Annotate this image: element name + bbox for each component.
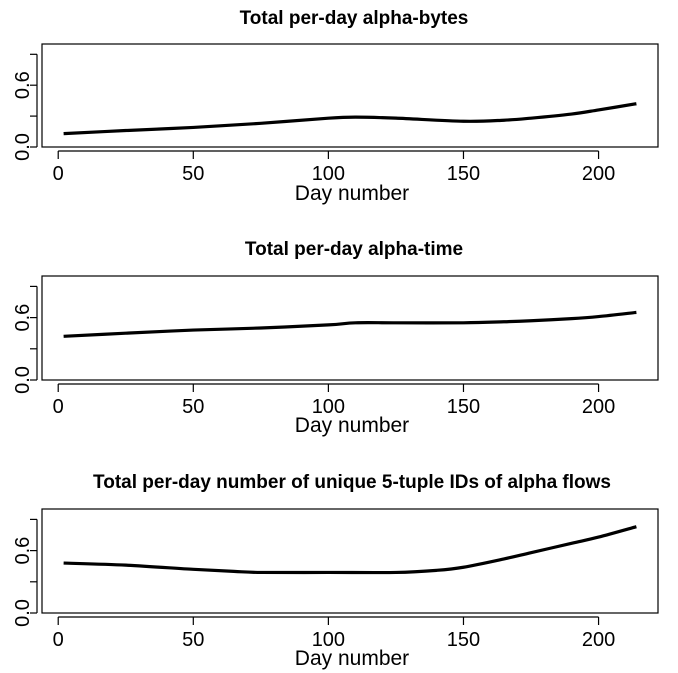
x-axis-label: Day number bbox=[295, 414, 409, 437]
y-tick-label: 0.6 bbox=[12, 537, 34, 565]
x-tick-label: 50 bbox=[182, 629, 204, 651]
x-tick-label: 0 bbox=[53, 396, 64, 418]
series-line bbox=[63, 102, 637, 136]
plot-frame bbox=[41, 43, 659, 148]
x-tick-label: 200 bbox=[582, 629, 615, 651]
panel-alpha-bytes: Total per-day alpha-bytes 0 50 100 150 200 0.… bbox=[12, 8, 659, 205]
x-tick-label: 0 bbox=[53, 163, 64, 185]
x-tick-label: 100 bbox=[312, 163, 345, 185]
x-tick-label: 200 bbox=[582, 163, 615, 185]
x-axis-label: Day number bbox=[295, 182, 409, 205]
series-line bbox=[63, 310, 637, 338]
series-line bbox=[63, 525, 637, 575]
chart-title: Total per-day alpha-time bbox=[245, 239, 463, 260]
y-tick-label: 0.6 bbox=[12, 304, 34, 332]
x-tick-label: 150 bbox=[447, 163, 480, 185]
y-tick-label: 0.6 bbox=[12, 71, 34, 99]
x-tick-label: 150 bbox=[447, 629, 480, 651]
x-tick-label: 50 bbox=[182, 396, 204, 418]
y-tick-label: 0.0 bbox=[12, 599, 34, 627]
x-tick-label: 100 bbox=[312, 629, 345, 651]
x-tick-label: 150 bbox=[447, 396, 480, 418]
x-tick-label: 0 bbox=[53, 629, 64, 651]
chart-title: Total per-day alpha-bytes bbox=[240, 8, 469, 29]
panel-alpha-time: Total per-day alpha-time 0 50 100 150 200 0.0… bbox=[12, 239, 659, 437]
chart-title: Total per-day number of unique 5-tuple I… bbox=[93, 472, 611, 493]
plot-frame bbox=[41, 275, 659, 381]
x-tick-label: 200 bbox=[582, 396, 615, 418]
plot-frame bbox=[41, 508, 659, 614]
x-tick-label: 50 bbox=[182, 163, 204, 185]
x-axis-label: Day number bbox=[295, 647, 409, 670]
y-tick-label: 0.0 bbox=[12, 366, 34, 394]
y-tick-label: 0.0 bbox=[12, 133, 34, 161]
x-tick-label: 100 bbox=[312, 396, 345, 418]
panel-unique-5-tuple-ids: Total per-day number of unique 5-tuple I… bbox=[12, 472, 659, 670]
